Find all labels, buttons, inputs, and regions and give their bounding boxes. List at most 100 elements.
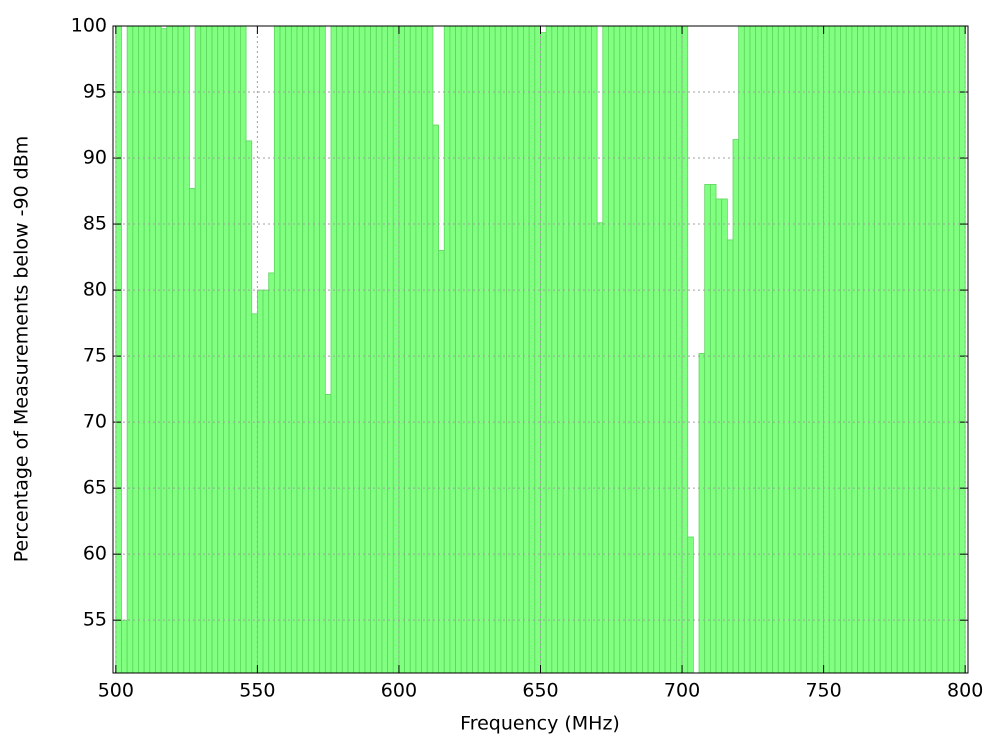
bar — [687, 536, 694, 674]
bar — [698, 353, 706, 674]
bar — [511, 25, 519, 674]
bar — [608, 25, 615, 674]
bar — [160, 28, 168, 674]
bar — [268, 272, 275, 674]
x-tick-label: 650 — [522, 680, 558, 702]
bar — [579, 25, 587, 674]
bar — [223, 25, 230, 674]
bar — [324, 393, 332, 674]
bar — [455, 25, 462, 674]
bar — [483, 25, 490, 674]
bar — [545, 25, 553, 674]
bar — [851, 25, 858, 674]
bar — [766, 25, 774, 674]
bar — [528, 25, 536, 674]
bar — [749, 25, 757, 674]
bar — [947, 25, 955, 674]
bar — [562, 25, 570, 674]
bar — [653, 25, 660, 674]
bar — [189, 188, 196, 674]
bar — [500, 25, 507, 674]
bar — [794, 25, 802, 674]
bar — [121, 619, 128, 674]
bar — [755, 25, 762, 674]
y-tick-label: 70 — [83, 411, 107, 433]
bar — [506, 25, 513, 674]
bar — [370, 25, 377, 674]
bar — [438, 250, 445, 674]
x-tick-label: 800 — [947, 680, 983, 702]
bar — [200, 25, 207, 674]
bar — [534, 25, 541, 674]
bar — [743, 25, 751, 674]
bar — [540, 32, 547, 674]
bar — [240, 25, 247, 674]
bar — [183, 25, 190, 674]
bar — [709, 184, 717, 674]
bar — [885, 25, 892, 674]
bar — [211, 25, 219, 674]
bar — [460, 25, 468, 674]
bar — [262, 289, 270, 674]
bar — [273, 25, 281, 674]
bar — [925, 25, 932, 674]
bar — [789, 25, 796, 674]
bar — [234, 25, 241, 674]
plot-frame — [112, 25, 969, 674]
bar — [642, 25, 649, 674]
bar — [874, 25, 881, 674]
bar — [489, 25, 496, 674]
bar — [772, 25, 779, 674]
bar — [319, 25, 326, 674]
bar — [166, 25, 173, 674]
bar — [177, 25, 185, 674]
bar — [336, 25, 343, 674]
bar — [908, 25, 915, 674]
bar — [143, 25, 151, 674]
y-tick-label: 85 — [83, 213, 107, 235]
y-tick-label: 95 — [83, 81, 107, 103]
y-tick-label: 55 — [83, 609, 107, 631]
y-tick-label: 75 — [83, 345, 107, 367]
bar — [517, 25, 524, 674]
bar — [817, 25, 825, 674]
bar — [392, 25, 400, 674]
bar — [591, 25, 598, 674]
bar — [138, 25, 145, 674]
x-tick-label: 550 — [239, 680, 275, 702]
bar — [602, 25, 609, 674]
bar — [302, 25, 309, 674]
bar — [206, 25, 213, 674]
y-tick-label: 90 — [83, 147, 107, 169]
y-axis-label: Percentage of Measurements below -90 dBm — [11, 136, 33, 563]
bar — [919, 25, 926, 674]
bar — [364, 25, 372, 674]
bar — [245, 140, 253, 674]
bar — [115, 25, 122, 674]
bar — [845, 25, 853, 674]
bar — [523, 25, 530, 674]
bar — [670, 25, 677, 674]
bar — [811, 25, 819, 674]
bar — [574, 25, 581, 674]
bar — [194, 25, 202, 674]
bar — [256, 289, 264, 674]
bar — [557, 25, 564, 674]
bar — [625, 25, 632, 674]
bar — [777, 25, 785, 674]
bar — [823, 25, 830, 674]
bar — [738, 25, 745, 674]
bar — [313, 25, 321, 674]
bar — [834, 25, 841, 674]
bar — [290, 25, 298, 674]
bar — [613, 25, 621, 674]
bar — [636, 25, 643, 674]
bar — [432, 124, 439, 674]
bar — [398, 25, 406, 674]
bar — [585, 25, 592, 674]
bar — [902, 25, 909, 674]
x-tick-label: 500 — [98, 680, 134, 702]
bar — [664, 25, 672, 674]
bar — [783, 25, 791, 674]
bar — [896, 25, 904, 674]
